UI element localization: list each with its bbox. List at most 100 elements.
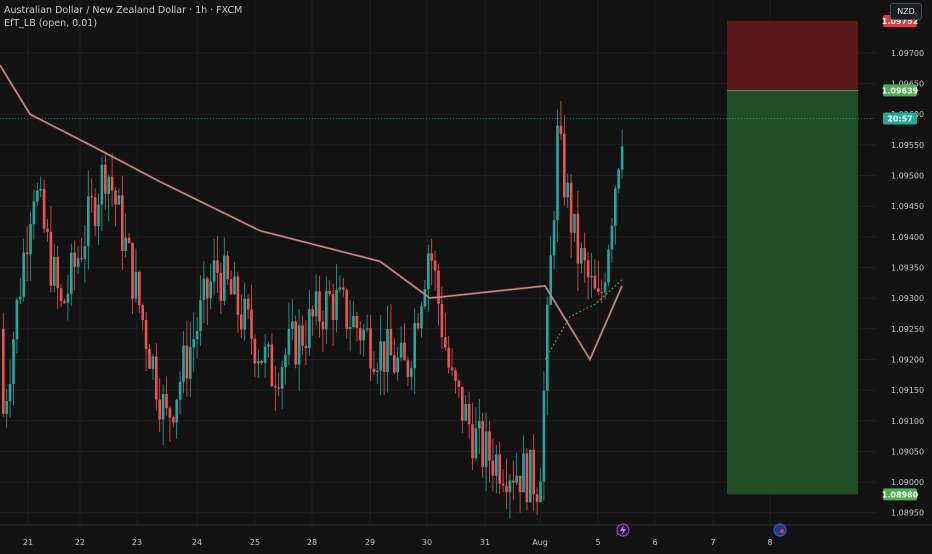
candle-body <box>512 480 515 483</box>
candle-body <box>5 401 8 414</box>
candle-body <box>444 337 447 348</box>
candle-body <box>206 278 209 299</box>
candle-body <box>100 164 104 205</box>
candle-body <box>195 331 199 340</box>
candle-body <box>250 309 253 339</box>
candle-body <box>308 309 311 349</box>
price-tag-entry <box>883 84 917 97</box>
candle-body <box>182 345 185 382</box>
candle-body <box>229 279 233 295</box>
candle-body <box>263 346 267 363</box>
candle-body <box>614 188 617 226</box>
candle-body <box>144 320 148 349</box>
candle-body <box>158 399 161 420</box>
candle-body <box>53 257 56 286</box>
candle-body <box>461 386 464 421</box>
price-tag-label-target: 1.08980 <box>882 490 919 499</box>
candle-body <box>46 228 49 232</box>
ma-line-red <box>0 64 624 362</box>
candle-body <box>342 287 345 290</box>
candle-body <box>586 260 590 278</box>
candle-body <box>563 133 566 198</box>
price-tag-label-countdown: 20:57 <box>887 115 912 124</box>
candle-body <box>155 356 158 400</box>
candle-body <box>338 287 342 290</box>
candle-body <box>600 291 603 293</box>
candle-body <box>236 276 240 315</box>
candle-body <box>566 182 569 198</box>
candle-body <box>294 321 297 365</box>
candle-body <box>427 253 430 289</box>
candle-body <box>440 303 444 338</box>
candle-body <box>546 304 549 391</box>
candle-body <box>529 449 532 503</box>
price-tick-label: 1.09050 <box>891 447 924 456</box>
candle-body <box>226 255 229 280</box>
candle-body <box>19 296 22 300</box>
candle-body <box>430 253 433 261</box>
candle-body <box>233 276 236 295</box>
price-tag-label-stop: 1.09752 <box>882 17 918 26</box>
chart-legend: Australian Dollar / New Zealand Dollar ·… <box>4 4 242 30</box>
candle-body <box>49 231 53 286</box>
candle-body <box>355 316 359 329</box>
candle-body <box>478 421 481 429</box>
candle-body <box>212 260 216 282</box>
profit-zone <box>727 90 858 495</box>
candle-body <box>70 252 73 294</box>
candle-body <box>508 480 512 493</box>
candle-body <box>450 367 454 371</box>
candle-body <box>175 399 178 423</box>
time-tick-label: 7 <box>710 538 715 547</box>
candle-body <box>97 204 100 227</box>
candle-body <box>127 237 131 243</box>
candle-body <box>573 213 576 233</box>
candle-body <box>491 460 495 476</box>
candle-body <box>345 289 348 330</box>
candle-body <box>76 258 80 267</box>
candle-body <box>501 483 505 486</box>
candle-body <box>59 288 63 302</box>
price-tag-target <box>883 488 917 501</box>
candle-body <box>518 475 522 493</box>
candle-body <box>284 354 287 368</box>
candles <box>2 100 624 519</box>
currency-button[interactable]: NZD <box>890 3 922 20</box>
candle-body <box>185 345 189 379</box>
time-tick-label: 23 <box>132 538 142 547</box>
candle-body <box>481 421 484 468</box>
candle-body <box>277 387 280 389</box>
candle-body <box>539 481 542 502</box>
candle-body <box>620 146 624 170</box>
time-tick-label: 8 <box>767 538 772 547</box>
candle-body <box>420 306 423 329</box>
candle-body <box>192 339 195 348</box>
candle-body <box>498 454 501 484</box>
candle-body <box>369 328 372 369</box>
candle-body <box>110 176 114 191</box>
flag-au-mark <box>780 529 784 533</box>
candle-body <box>90 196 93 198</box>
candle-body <box>331 294 335 320</box>
moving-average <box>0 64 624 362</box>
candle-body <box>542 390 546 482</box>
candle-body <box>274 386 277 388</box>
price-tags: 1.09752 1.09639 20:57 1.08980 <box>882 15 919 501</box>
candle-body <box>474 428 478 459</box>
candle-body <box>335 289 338 320</box>
candle-body <box>202 278 206 301</box>
candle-body <box>93 197 97 227</box>
candle-body <box>413 322 416 369</box>
candle-body <box>257 360 260 364</box>
price-tick-label: 1.09150 <box>891 386 924 395</box>
candle-body <box>580 248 583 264</box>
candle-body <box>495 454 498 476</box>
candle-body <box>36 190 39 202</box>
candle-body <box>372 368 376 372</box>
candle-body <box>124 237 127 252</box>
candle-body <box>552 220 556 256</box>
candle-body <box>63 301 66 303</box>
candle-body <box>189 347 192 379</box>
